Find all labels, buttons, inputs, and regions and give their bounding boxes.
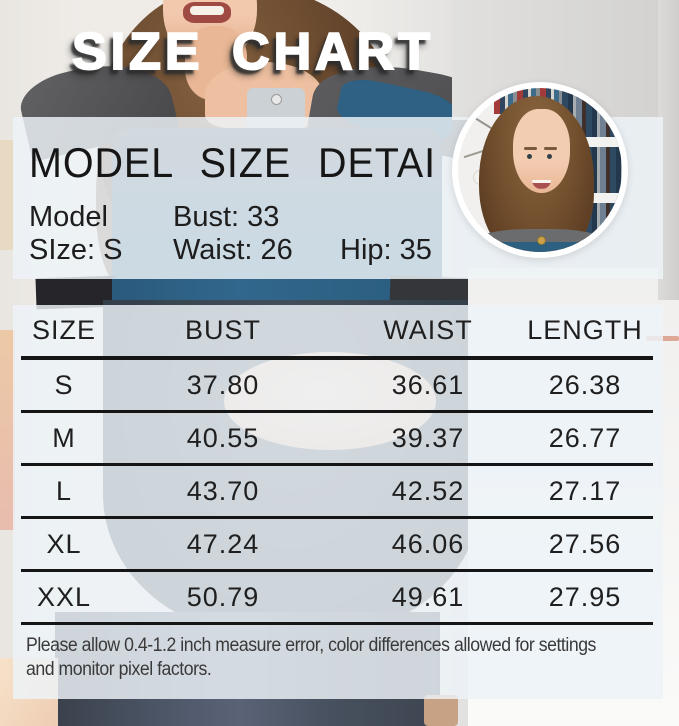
length-cell: 27.95 [548, 581, 622, 612]
model-photo [452, 82, 628, 258]
waist-cell: 42.52 [391, 475, 465, 506]
bust-cell: 40.55 [186, 422, 260, 453]
length-cell: 27.56 [548, 528, 622, 559]
avatar-shirt-blue [482, 242, 598, 252]
bust-cell: 47.24 [186, 528, 260, 559]
model-bust-value: Bust: 33 [173, 201, 280, 233]
avatar-eyebrow [523, 147, 537, 151]
wall-warm-left-top [0, 140, 13, 250]
size-cell: L [55, 475, 73, 506]
model-size-column: Model SIze: S [29, 201, 173, 267]
wall-gray-edge [658, 0, 679, 300]
bust-cell: 50.79 [186, 581, 260, 612]
page-title: SIZE CHART [71, 22, 434, 82]
waist-cell: 36.61 [391, 369, 465, 400]
hip-column: Hip: 35 [340, 201, 432, 267]
model-detail-grid: Model SIze: S Bust: 33 Waist: 26 Hip: 35 [29, 201, 432, 267]
avatar-eye [526, 153, 532, 159]
model-hip-value: Hip: 35 [340, 234, 432, 266]
model-teeth [190, 6, 224, 15]
avatar-eye [547, 153, 553, 159]
measure-disclaimer: Please allow 0.4-1.2 inch measure error,… [26, 634, 615, 682]
avatar-smile [531, 179, 551, 189]
model-detail-heading: MODEL SIZE DETAI [29, 139, 437, 186]
size-cell: XXL [36, 581, 92, 612]
length-cell: 26.38 [548, 369, 622, 400]
shirt-button [271, 94, 282, 105]
table-row: L 43.70 42.52 27.17 [21, 466, 653, 519]
disclaimer-line-1: Please allow 0.4-1.2 inch measure error,… [26, 635, 596, 656]
bag-strap [424, 695, 458, 726]
length-cell: 27.17 [548, 475, 622, 506]
size-cell: XL [46, 528, 82, 559]
hip-spacer [340, 201, 432, 234]
bust-cell: 43.70 [186, 475, 260, 506]
size-table-panel: SIZE BUST WAIST LENGTH S 37.80 36.61 26.… [13, 305, 663, 699]
size-cell: M [52, 422, 76, 453]
size-cell: S [54, 369, 74, 400]
bust-cell: 37.80 [186, 369, 260, 400]
length-cell: 26.77 [548, 422, 622, 453]
model-size-value: SIze: S [29, 234, 123, 266]
model-smile [183, 2, 231, 23]
size-table: SIZE BUST WAIST LENGTH S 37.80 36.61 26.… [21, 305, 653, 625]
avatar-shirt-button [536, 236, 546, 246]
disclaimer-line-2: and monitor pixel factors. [26, 659, 212, 680]
header-waist: WAIST [383, 315, 473, 345]
header-bust: BUST [184, 315, 261, 345]
table-row: M 40.55 39.37 26.77 [21, 413, 653, 466]
bust-waist-column: Bust: 33 Waist: 26 [173, 201, 340, 267]
waist-cell: 39.37 [391, 422, 465, 453]
table-row: XXL 50.79 49.61 27.95 [21, 572, 653, 625]
table-row: S 37.80 36.61 26.38 [21, 360, 653, 413]
model-waist-value: Waist: 26 [173, 234, 293, 266]
header-size: SIZE [31, 315, 96, 345]
wall-warm-left-mid [0, 330, 15, 530]
header-length: LENGTH [527, 315, 643, 345]
waist-cell: 49.61 [391, 581, 465, 612]
model-label: Model [29, 201, 108, 233]
table-row: XL 47.24 46.06 27.56 [21, 519, 653, 572]
avatar-eyebrow [544, 147, 558, 151]
table-header-row: SIZE BUST WAIST LENGTH [21, 305, 653, 360]
waist-cell: 46.06 [391, 528, 465, 559]
